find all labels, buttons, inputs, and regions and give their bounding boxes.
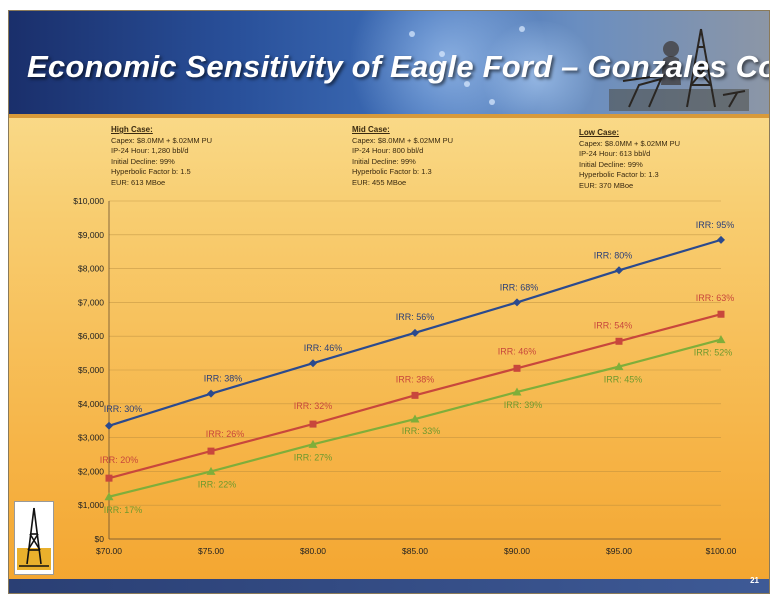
- y-tick-label: $2,000: [78, 466, 104, 476]
- data-point: [410, 414, 420, 423]
- data-point: [513, 364, 521, 372]
- case-line: IP-24 Hour: 1,280 bbl/d: [111, 146, 189, 155]
- case-line: IP-24 Hour: 613 bbl/d: [579, 149, 651, 158]
- case-heading: Mid Case:: [352, 125, 390, 134]
- oil-rig-icon: [609, 28, 749, 111]
- y-tick-label: $7,000: [78, 297, 104, 307]
- y-tick-label: $10,000: [73, 196, 104, 206]
- case-heading: High Case:: [111, 125, 153, 134]
- case-line: EUR: 613 MBoe: [111, 177, 166, 187]
- data-label: IRR: 56%: [396, 312, 435, 322]
- x-tick-label: $100.00: [706, 546, 737, 556]
- y-tick-label: $6,000: [78, 331, 104, 341]
- page-number: 21: [750, 576, 759, 585]
- x-tick-label: $95.00: [606, 546, 632, 556]
- mid-case-info: Mid Case: Capex: $8.0MM + $.02MM PU IP-2…: [352, 125, 453, 188]
- data-point: [717, 235, 725, 244]
- x-tick-label: $85.00: [402, 546, 428, 556]
- y-tick-label: $4,000: [78, 399, 104, 409]
- y-tick-label: $0: [95, 534, 105, 544]
- data-label: IRR: 46%: [304, 343, 343, 353]
- case-line: Initial Decline: 99%: [352, 156, 416, 166]
- data-point: [614, 362, 624, 371]
- y-tick-label: $3,000: [78, 433, 104, 443]
- data-point: [309, 420, 317, 428]
- data-label: IRR: 30%: [104, 404, 143, 414]
- data-point: [206, 466, 216, 475]
- irr-line-chart: $0 $1,000 $2,000 $3,000 $4,000 $5,000 $6,000 $7…: [73, 196, 737, 556]
- data-label: IRR: 52%: [694, 348, 733, 358]
- case-line: Capex: $8.0MM + $.02MM PU: [352, 135, 454, 145]
- case-line: Initial Decline: 99%: [111, 156, 175, 166]
- data-point: [411, 328, 419, 337]
- y-tick-label: $8,000: [78, 264, 104, 274]
- data-point: [717, 310, 725, 318]
- data-point: [512, 387, 522, 396]
- data-label: IRR: 95%: [696, 220, 735, 230]
- data-label: IRR: 68%: [500, 282, 539, 292]
- data-label: IRR: 33%: [402, 426, 441, 436]
- data-label: IRR: 63%: [696, 293, 735, 303]
- case-line: Initial Decline: 99%: [579, 159, 643, 169]
- data-label: IRR: 26%: [206, 429, 245, 439]
- data-point: [309, 359, 317, 368]
- data-label: IRR: 38%: [396, 374, 435, 384]
- data-point: [207, 389, 215, 398]
- case-heading: Low Case:: [579, 128, 620, 137]
- case-line: IP-24 Hour: 800 bbl/d: [352, 146, 424, 155]
- data-label: IRR: 45%: [604, 375, 643, 385]
- derrick-logo-icon: [17, 507, 51, 570]
- data-point: [615, 266, 623, 275]
- low-case-info: Low Case: Capex: $8.0MM + $.02MM PU IP-2…: [579, 128, 680, 191]
- data-point: [615, 337, 623, 345]
- data-label: IRR: 32%: [294, 401, 333, 411]
- data-label: IRR: 54%: [594, 320, 633, 330]
- data-point: [513, 298, 521, 307]
- data-label: IRR: 17%: [104, 505, 143, 515]
- case-line: EUR: 370 MBoe: [579, 180, 634, 190]
- data-point: [411, 391, 419, 399]
- case-line: Hyperbolic Factor b: 1.3: [352, 167, 432, 176]
- x-tick-label: $80.00: [300, 546, 326, 556]
- data-label: IRR: 38%: [204, 374, 243, 384]
- x-tick-label: $75.00: [198, 546, 224, 556]
- data-point: [105, 474, 113, 482]
- data-point: [104, 492, 114, 501]
- data-label: IRR: 22%: [198, 479, 237, 489]
- data-label: IRR: 39%: [504, 400, 543, 410]
- x-tick-label: $90.00: [504, 546, 530, 556]
- case-line: Capex: $8.0MM + $.02MM PU: [111, 135, 213, 145]
- data-point: [105, 421, 113, 430]
- data-label: IRR: 80%: [594, 250, 633, 260]
- data-point: [716, 335, 726, 344]
- title-banner: Economic Sensitivity of Eagle Ford – Gon…: [9, 11, 769, 118]
- slide-title: Economic Sensitivity of Eagle Ford – Gon…: [27, 49, 769, 84]
- data-label: IRR: 46%: [498, 346, 537, 356]
- slide: Economic Sensitivity of Eagle Ford – Gon…: [8, 10, 770, 594]
- x-tick-label: $70.00: [96, 546, 122, 556]
- case-line: Hyperbolic Factor b: 1.5: [111, 167, 191, 176]
- slide-footer: [9, 579, 769, 593]
- case-line: Hyperbolic Factor b: 1.3: [579, 170, 659, 179]
- company-logo: [14, 501, 54, 575]
- data-label: IRR: 20%: [100, 455, 139, 465]
- data-label: IRR: 27%: [294, 452, 333, 462]
- data-point: [207, 447, 215, 455]
- case-line: EUR: 455 MBoe: [352, 177, 407, 187]
- y-tick-label: $5,000: [78, 365, 104, 375]
- y-tick-label: $1,000: [78, 500, 104, 510]
- data-point: [308, 439, 318, 448]
- high-case-info: High Case: Capex: $8.0MM + $.02MM PU IP-…: [111, 125, 212, 188]
- case-line: Capex: $8.0MM + $.02MM PU: [579, 138, 681, 148]
- y-tick-label: $9,000: [78, 230, 104, 240]
